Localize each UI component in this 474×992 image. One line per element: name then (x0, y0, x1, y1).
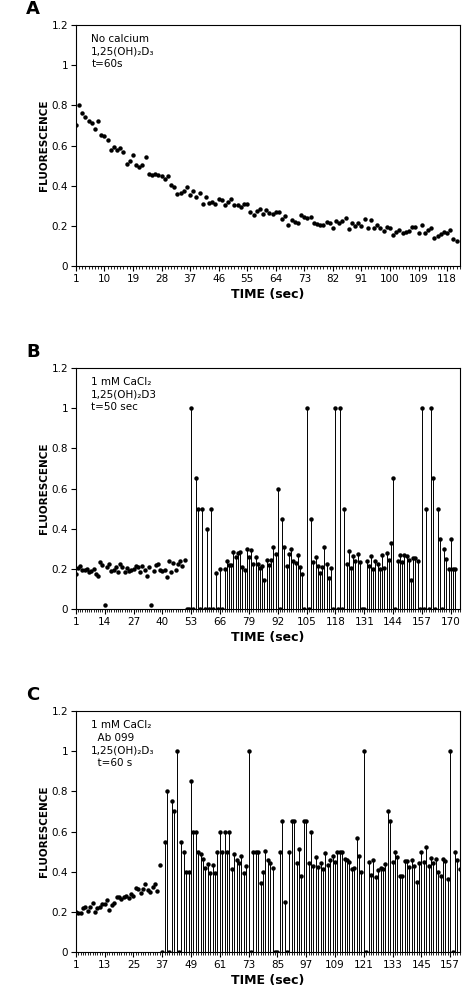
Text: No calcium
1,25(OH)₂D₃
t=60s: No calcium 1,25(OH)₂D₃ t=60s (91, 35, 155, 69)
X-axis label: TIME (sec): TIME (sec) (231, 631, 304, 644)
Text: C: C (26, 685, 39, 703)
X-axis label: TIME (sec): TIME (sec) (231, 974, 304, 987)
Text: 1 mM CaCl₂
  Ab 099
1,25(OH)₂D₃
  t=60 s: 1 mM CaCl₂ Ab 099 1,25(OH)₂D₃ t=60 s (91, 720, 155, 768)
X-axis label: TIME (sec): TIME (sec) (231, 288, 304, 302)
Text: A: A (26, 0, 40, 18)
Y-axis label: FLUORESCENCE: FLUORESCENCE (39, 786, 49, 877)
Y-axis label: FLUORESCENCE: FLUORESCENCE (39, 442, 49, 535)
Y-axis label: FLUORESCENCE: FLUORESCENCE (39, 100, 49, 191)
Text: 1 mM CaCl₂
1,25(OH)₂D3
t=50 sec: 1 mM CaCl₂ 1,25(OH)₂D3 t=50 sec (91, 377, 157, 413)
Text: B: B (26, 342, 39, 360)
